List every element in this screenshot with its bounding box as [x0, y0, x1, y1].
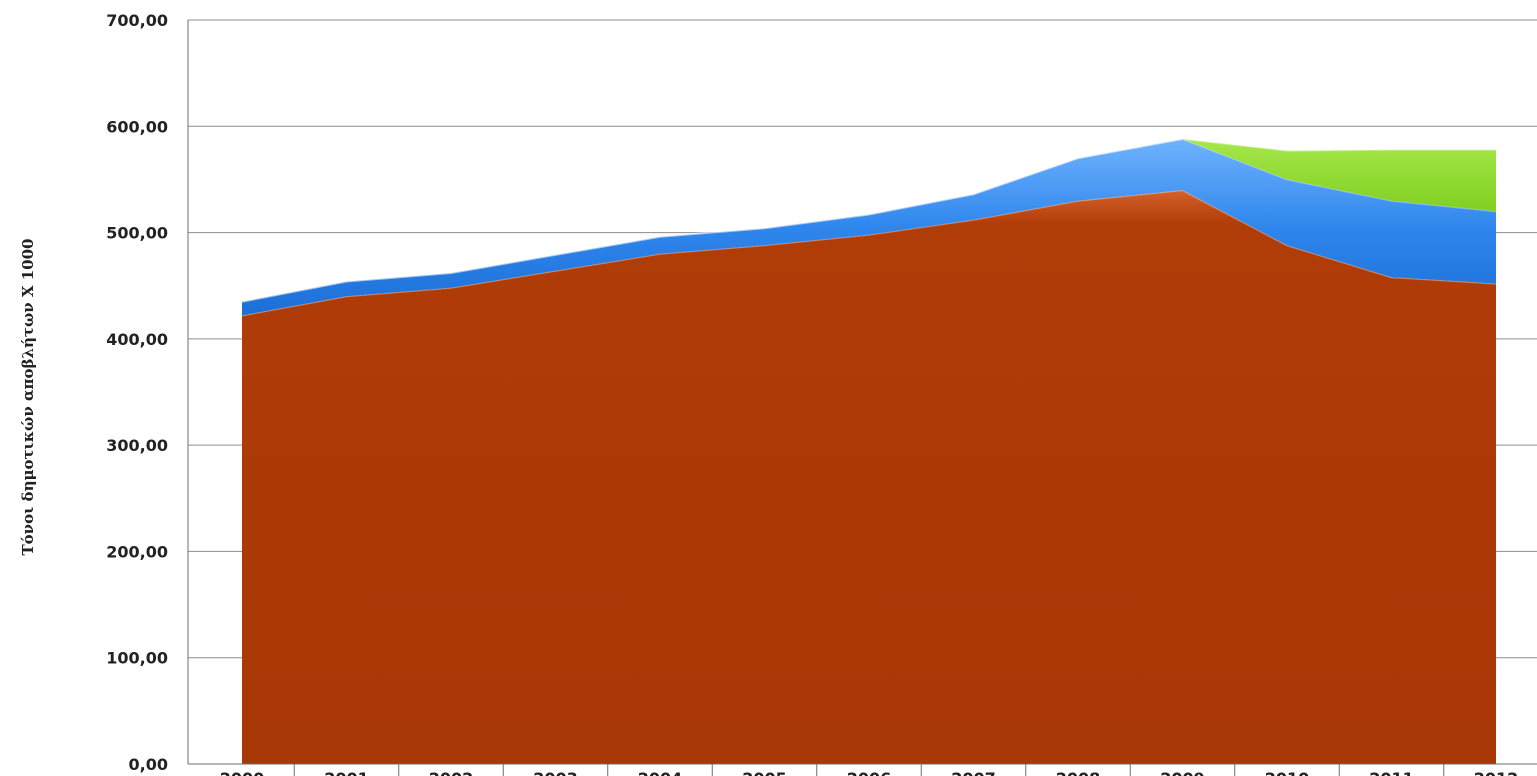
- area-series-2: [242, 139, 1496, 316]
- y-tick-label: 100,00: [106, 649, 168, 668]
- x-tick-label: 2009: [1160, 769, 1205, 776]
- x-tick-label: 2004: [638, 769, 683, 776]
- area-series-3-edge: [241, 137, 1496, 303]
- x-tick-label: 2011: [1369, 769, 1414, 776]
- y-tick-label: 400,00: [106, 330, 168, 349]
- y-tick-label: 200,00: [106, 542, 168, 561]
- y-tick-label: 500,00: [106, 224, 168, 243]
- area-series-3: [242, 139, 1496, 302]
- area-series-1: [242, 190, 1496, 765]
- x-tick-label: 2012: [1474, 769, 1519, 776]
- y-tick-label: 600,00: [106, 117, 168, 136]
- y-axis-label: Τόνοι δημοτικών αποβλήτων X 1000: [19, 239, 37, 556]
- x-tick-label: 2005: [742, 769, 787, 776]
- x-tick-label: 2000: [220, 769, 265, 776]
- x-tick-label: 2002: [429, 769, 474, 776]
- y-tick-labels: 0,00 100,00 200,00 300,00 400,00 500,00 600,00…: [106, 11, 168, 774]
- x-tick-label: 2008: [1056, 769, 1101, 776]
- x-tick-label: 2006: [847, 769, 892, 776]
- x-tick-labels: 2000 2001 2002 2003 2004 2005 2006 2007 2008 2009…: [220, 769, 1519, 776]
- y-tick-label: 700,00: [106, 11, 168, 30]
- x-tick-label: 2003: [533, 769, 578, 776]
- y-tick-label: 0,00: [129, 755, 168, 774]
- axes: [187, 20, 1537, 776]
- x-tick-label: 2010: [1265, 769, 1310, 776]
- x-tick-label: 2001: [324, 769, 369, 776]
- y-tick-label: 300,00: [106, 436, 168, 455]
- area-series: [241, 137, 1497, 765]
- x-tick-label: 2007: [951, 769, 996, 776]
